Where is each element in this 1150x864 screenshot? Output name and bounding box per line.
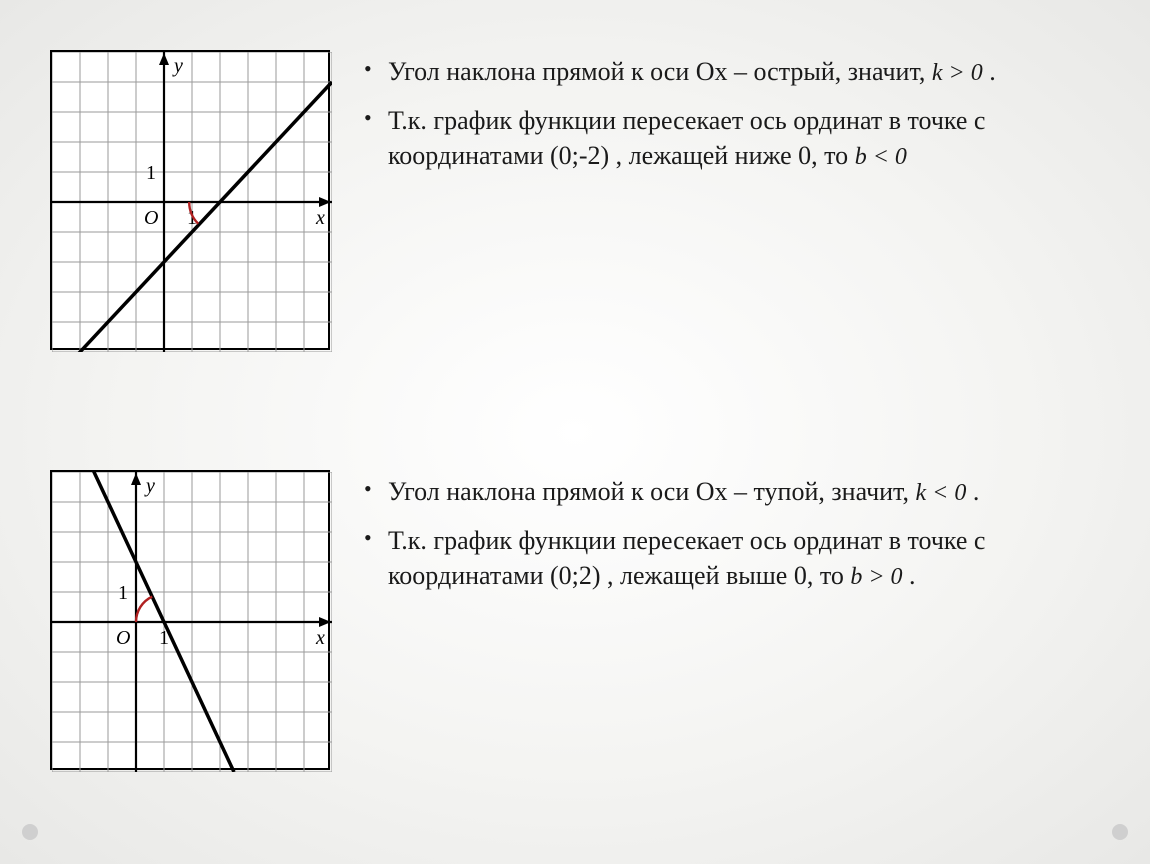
- formula: k < 0: [915, 480, 966, 506]
- svg-text:1: 1: [146, 162, 156, 184]
- bullet: Т.к. график функции пересекает ось ордин…: [360, 523, 1100, 593]
- text-obtuse: Угол наклона прямой к оси Ох – тупой, зн…: [360, 470, 1100, 608]
- section-obtuse: O11xy Угол наклона прямой к оси Ох – туп…: [50, 470, 1100, 770]
- bullet-text: .: [909, 561, 916, 590]
- bullet-text: .: [973, 477, 980, 506]
- svg-text:x: x: [315, 627, 325, 649]
- text-acute: Угол наклона прямой к оси Ох – острый, з…: [360, 50, 1100, 188]
- svg-text:1: 1: [118, 582, 128, 604]
- bullet: Т.к. график функции пересекает ось ордин…: [360, 103, 1100, 173]
- bullet-text: Угол наклона прямой к оси Ох – острый, з…: [388, 57, 932, 86]
- formula: b < 0: [855, 144, 907, 170]
- svg-text:O: O: [144, 207, 158, 229]
- bullet-text: Угол наклона прямой к оси Ох – тупой, зн…: [388, 477, 915, 506]
- chart-acute: O11xy: [50, 50, 330, 350]
- svg-text:x: x: [315, 207, 325, 229]
- formula: b > 0: [850, 564, 902, 590]
- formula: k > 0: [932, 60, 983, 86]
- bullet: Угол наклона прямой к оси Ох – тупой, зн…: [360, 474, 1100, 509]
- next-slide-icon[interactable]: [1112, 824, 1128, 840]
- svg-text:O: O: [116, 627, 130, 649]
- svg-text:y: y: [144, 475, 155, 497]
- bullet: Угол наклона прямой к оси Ох – острый, з…: [360, 54, 1100, 89]
- svg-text:y: y: [172, 55, 183, 77]
- chart-obtuse: O11xy: [50, 470, 330, 770]
- bullet-text: .: [989, 57, 996, 86]
- section-acute: O11xy Угол наклона прямой к оси Ох – ост…: [50, 50, 1100, 350]
- prev-slide-icon[interactable]: [22, 824, 38, 840]
